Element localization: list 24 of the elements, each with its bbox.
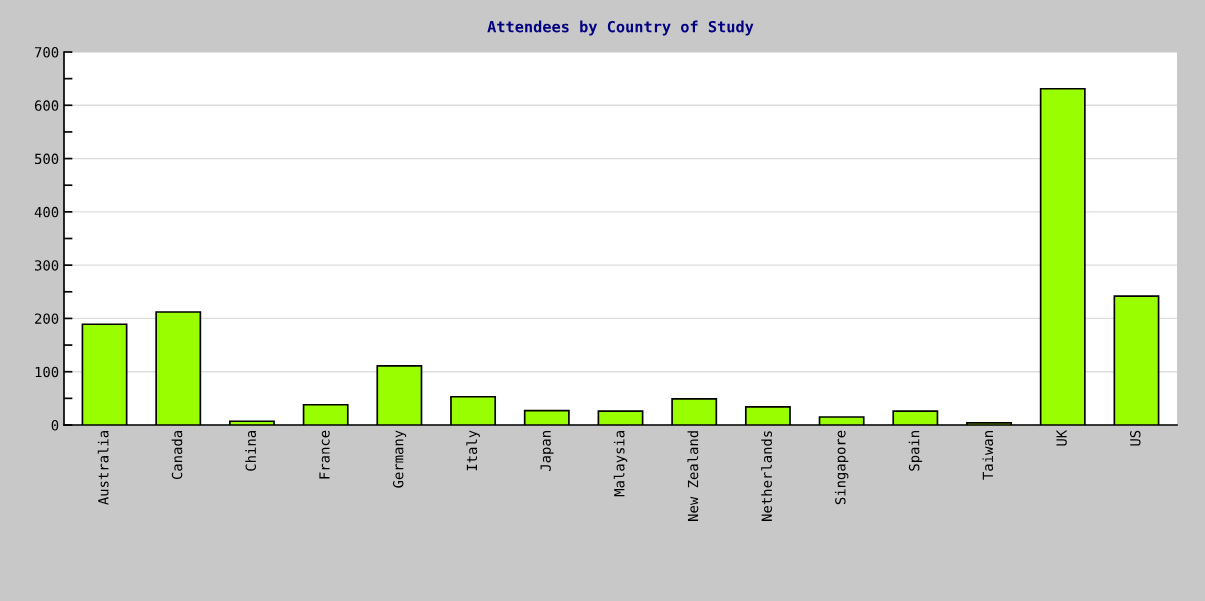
x-tick-label: China (245, 431, 257, 471)
y-tick-label: 400 (34, 206, 59, 218)
x-tick-label: Singapore (834, 430, 849, 505)
y-tick-label: 600 (34, 100, 59, 111)
x-tick-label: Taiwan (982, 431, 994, 480)
y-tick-label: 500 (35, 153, 59, 165)
x-tick-label: US (1130, 430, 1141, 446)
y-tick-label: 300 (34, 260, 59, 271)
x-tick-label: France (319, 430, 330, 479)
y-tick-label: 100 (35, 366, 59, 378)
x-tick-label: Canada (171, 431, 183, 480)
x-tick-label: Netherlands (761, 431, 772, 521)
x-tick-label: Spain (908, 431, 923, 471)
x-tick-label: Italy (466, 430, 480, 471)
x-tick-label: Australia (97, 431, 109, 505)
x-tick-label: Germany (392, 430, 407, 488)
x-tick-label: New Zealand (687, 431, 699, 521)
x-tick-label: UK (1056, 429, 1067, 446)
chart-title: Attendees by Country of Study (487, 20, 754, 36)
x-tick-label: Japan (540, 431, 554, 471)
y-tick-label: 0 (51, 420, 59, 431)
y-tick-label: 200 (35, 313, 59, 324)
x-tick-label: Malaysia (613, 431, 628, 497)
y-tick-label: 700 (35, 47, 59, 58)
